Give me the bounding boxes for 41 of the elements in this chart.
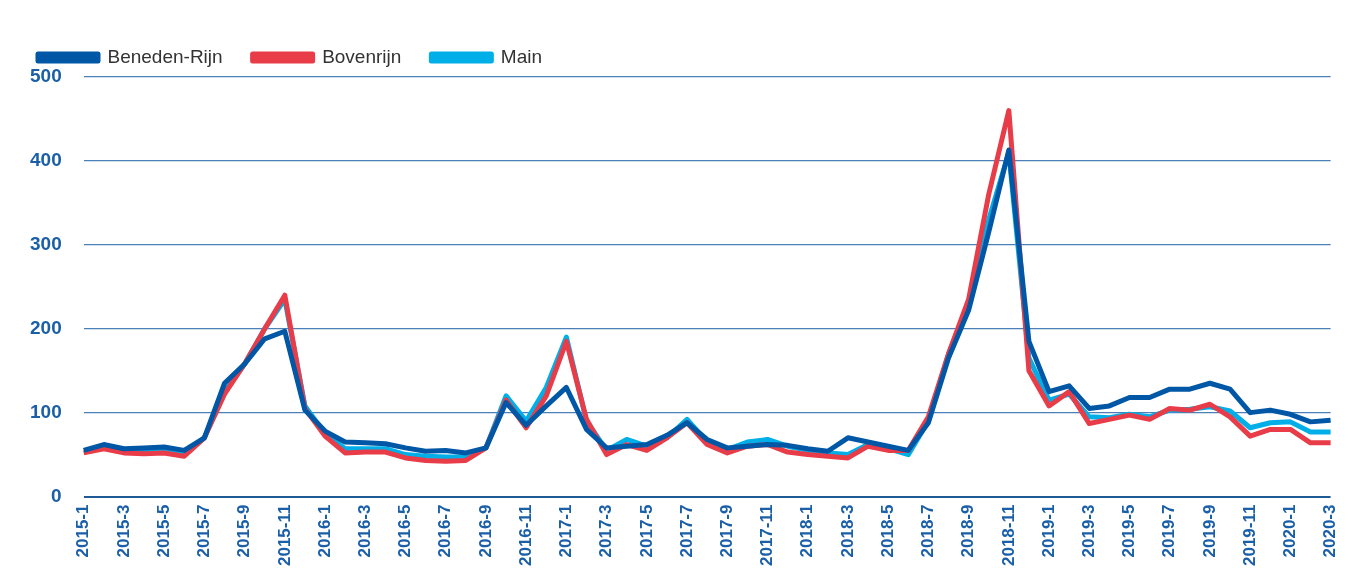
y-tick-label: 200 [30,316,62,338]
legend-label: Bovenrijn [322,45,402,67]
y-tick-label: 0 [51,484,62,506]
x-tick-label: 2017-11 [757,504,777,566]
x-tick-label: 2016-9 [475,504,495,558]
y-tick-label: 400 [30,149,62,171]
x-tick-label: 2016-11 [515,504,535,566]
x-tick-label: 2017-3 [596,504,616,558]
x-tick-label: 2019-5 [1119,504,1139,558]
x-tick-label: 2020-3 [1320,504,1340,558]
x-tick-label: 2015-1 [73,504,93,558]
x-tick-label: 2018-5 [877,504,897,558]
x-tick-label: 2016-7 [435,504,455,558]
x-tick-label: 2019-3 [1078,504,1098,558]
x-tick-label: 2015-7 [194,504,214,558]
x-tick-label: 2016-5 [395,504,415,558]
legend-label: Main [500,45,543,67]
x-tick-label: 2018-7 [918,504,938,558]
x-tick-label: 2016-1 [314,504,334,558]
x-tick-label: 2016-3 [354,504,374,558]
x-tick-label: 2018-9 [958,504,978,558]
legend-label: Beneden-Rijn [107,45,223,67]
x-tick-label: 2019-11 [1239,504,1259,566]
x-tick-label: 2015-3 [113,504,133,558]
x-tick-label: 2017-1 [556,504,576,558]
x-tick-label: 2017-5 [636,504,656,558]
x-tick-label: 2017-7 [676,504,696,558]
x-tick-label: 2020-1 [1280,504,1300,558]
x-tick-label: 2019-1 [1038,504,1058,558]
y-tick-label: 300 [30,233,62,255]
x-tick-label: 2017-9 [716,504,736,558]
x-tick-label: 2018-1 [797,504,817,558]
x-tick-label: 2015-5 [153,504,173,558]
x-tick-label: 2015-11 [274,504,294,566]
x-tick-label: 2015-9 [234,504,254,558]
x-tick-label: 2019-9 [1199,504,1219,558]
x-tick-label: 2019-7 [1159,504,1179,558]
x-tick-label: 2018-11 [998,504,1018,566]
y-tick-label: 500 [30,65,62,87]
y-tick-label: 100 [30,400,62,422]
x-tick-label: 2018-3 [837,504,857,558]
